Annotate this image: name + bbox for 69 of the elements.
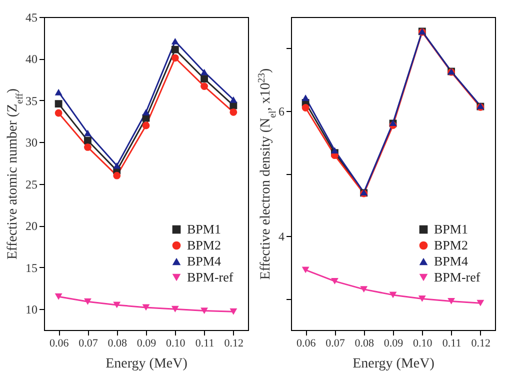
legend-label: BPM1 — [434, 222, 468, 236]
x-tick-label: 0.09 — [384, 338, 404, 350]
point — [84, 298, 92, 305]
y-tick-label: 25 — [26, 177, 38, 192]
x-tick-label: 0.11 — [442, 338, 462, 350]
legend-label: BPM-ref — [434, 270, 481, 284]
point — [54, 88, 62, 96]
legend-label: BPM2 — [187, 238, 221, 252]
point — [230, 308, 238, 315]
point — [418, 295, 426, 302]
x-axis-title: Energy (MeV) — [106, 356, 188, 372]
point — [200, 68, 208, 76]
x-tick-label: 0.10 — [166, 338, 186, 350]
y-tick-label: 20 — [26, 219, 38, 234]
x-tick-label: 0.08 — [108, 338, 128, 350]
point — [171, 306, 179, 312]
point — [84, 144, 92, 151]
point — [331, 147, 338, 154]
point — [171, 54, 179, 62]
point — [171, 46, 179, 54]
x-tick-label: 0.12 — [471, 338, 491, 350]
point — [54, 293, 62, 300]
x-tick-label: 0.11 — [195, 338, 214, 350]
point — [302, 104, 310, 112]
x-tick-label: 0.06 — [49, 338, 70, 350]
point — [200, 75, 208, 82]
y-tick-label: 4 — [278, 230, 284, 244]
point — [84, 136, 92, 144]
point — [113, 162, 121, 169]
point — [302, 94, 310, 101]
point — [200, 308, 208, 314]
x-tick-label: 0.07 — [78, 338, 98, 350]
legend-label: BPM1 — [187, 222, 221, 236]
point — [200, 82, 208, 90]
y-tick-label: 45 — [26, 10, 38, 24]
point — [389, 292, 397, 298]
point — [142, 304, 150, 311]
point — [113, 302, 121, 308]
legend-label: BPM2 — [434, 238, 468, 252]
point — [448, 298, 455, 304]
point — [360, 286, 368, 293]
point — [230, 108, 238, 116]
x-tick-label: 0.12 — [224, 338, 244, 350]
point — [113, 172, 121, 180]
point — [142, 122, 150, 130]
x-tick-label: 0.08 — [354, 338, 374, 350]
x-tick-label: 0.09 — [136, 338, 157, 350]
point — [142, 108, 150, 116]
y-tick-label: 15 — [26, 260, 38, 275]
point — [84, 130, 92, 136]
y-tick-label: 6 — [278, 104, 284, 118]
legend-label: BPM4 — [187, 254, 222, 268]
x-tick-label: 0.10 — [413, 338, 433, 350]
point — [302, 266, 310, 274]
x-tick-label: 0.06 — [296, 338, 316, 350]
y-tick-label: 30 — [26, 136, 38, 150]
x-tick-label: 0.07 — [326, 338, 346, 350]
point — [171, 38, 179, 44]
point — [54, 109, 62, 117]
y-tick-label: 40 — [26, 52, 38, 66]
point — [476, 300, 484, 306]
legend-label: BPM-ref — [187, 270, 234, 284]
legend-label: BPM4 — [434, 254, 468, 268]
x-axis-title: Energy (MeV) — [352, 356, 435, 372]
point — [230, 96, 238, 103]
y-tick-label: 10 — [26, 302, 38, 317]
point — [331, 278, 338, 284]
y-tick-label: 35 — [26, 94, 38, 108]
point — [54, 100, 62, 108]
